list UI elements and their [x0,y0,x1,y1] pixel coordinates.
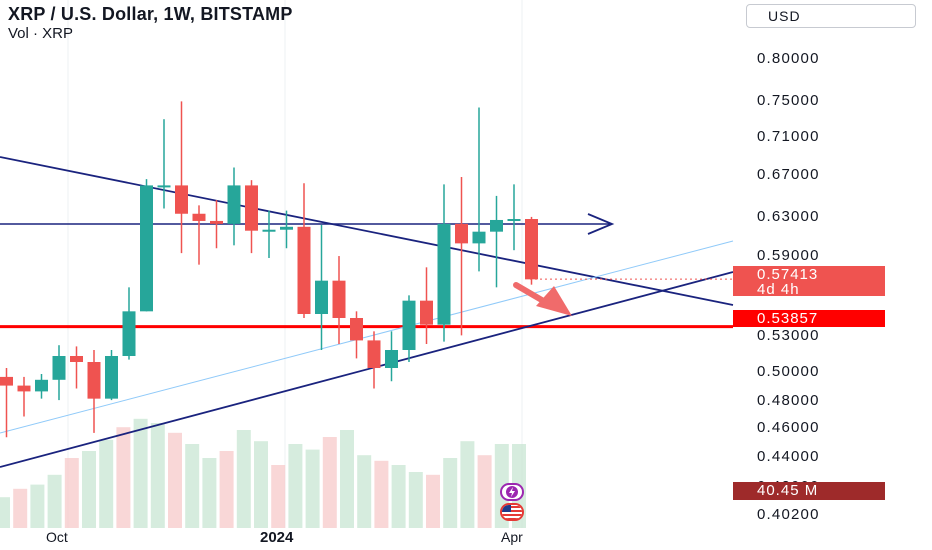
candle-body [17,385,31,392]
volume-bar [271,465,286,528]
volume-tag: 40.45 M [733,482,885,500]
volume-bar [322,437,337,528]
price-axis-label: 0.67000 [757,166,820,183]
time-label-2024: 2024 [260,529,294,546]
volume-bar [116,427,131,528]
candle-body [490,219,503,232]
volume-bar [82,451,96,528]
price-axis-label: 0.48000 [757,392,820,409]
candle-body [332,280,346,318]
candle-body [192,213,206,221]
volume-bar [374,460,389,528]
candle-body [280,226,293,230]
price-axis-label: 0.71000 [757,128,820,145]
price-axis-label: 0.80000 [757,50,820,67]
arrow-right-icon [587,213,615,235]
candle-body [140,185,153,312]
volume-bar [254,441,268,528]
candle-body [350,318,363,341]
candle-body [402,300,416,350]
candle-body [70,356,83,362]
candlestick-series [0,101,538,438]
volume-bar [408,472,423,528]
thin-trendline [0,240,734,434]
volume-bar [305,449,320,528]
price-axis-label: 0.46000 [757,419,820,436]
volume-bar [168,432,182,528]
volume-bar [426,474,440,528]
price-axis-label: 0.59000 [757,247,820,264]
volume-bar [288,444,303,528]
volume-bar [357,455,372,528]
candle-body [227,185,241,224]
volume-indicator-label[interactable]: Vol · XRP [8,25,74,42]
volume-bars [0,418,526,528]
bar-countdown: 4d 4h [757,281,800,298]
candle-body [105,356,118,399]
last-price-tag: 0.57413 4d 4h [733,266,885,298]
price-axis-label: 0.63000 [757,208,820,225]
candle-body [315,280,328,314]
descending-trendline [0,156,734,306]
candle-body [245,185,258,231]
lightning-icon[interactable] [500,483,524,501]
volume-bar [340,430,354,528]
price-axis-label: 0.50000 [757,363,820,380]
candle-body [0,376,13,386]
candle-body [367,340,381,368]
volume-bar [477,455,492,528]
chart-title: XRP / U.S. Dollar, 1W, BITSTAMP [8,4,293,24]
volume-bar [47,474,62,528]
arrowhead [536,286,572,316]
candle-body [122,311,136,356]
candle-body [157,185,171,188]
last-price-value: 0.57413 [757,266,819,283]
volume-bar [150,423,165,528]
candle-body [507,219,521,221]
currency-selector[interactable]: USD [746,4,916,28]
candle-body [52,356,66,380]
candle-body [455,223,468,244]
candle-body [472,231,486,244]
time-label-apr: Apr [501,529,523,545]
candle-body [525,219,538,280]
time-label-oct: Oct [46,529,68,545]
volume-bar [99,439,114,528]
volume-bar [460,441,475,528]
volume-bar [0,497,10,528]
us-flag-icon[interactable] [500,503,524,521]
volume-bar [133,418,148,528]
candle-body [87,362,101,399]
candle-body [437,223,451,325]
price-axis-label: 0.53000 [757,327,820,344]
volume-bar [64,458,79,528]
volume-bar [13,488,28,528]
price-axis-label: 0.75000 [757,92,820,109]
candle-body [262,229,276,232]
volume-bar [391,465,406,528]
ascending-trendline [0,271,734,468]
volume-bar [443,458,458,528]
candle-body [210,220,223,224]
candle-body [175,185,188,214]
drawing-layer [0,156,734,468]
candle-body [420,300,433,325]
candle-body [35,379,48,392]
price-axis-label: 0.40200 [757,506,820,523]
volume-bar [202,458,217,528]
candle-body [385,350,398,368]
level-price-tag: 0.53857 [733,310,885,327]
volume-bar [236,430,251,528]
chart-grid [67,0,523,528]
price-axis-label: 0.44000 [757,448,820,465]
volume-bar [185,444,200,528]
volume-bar [30,484,45,528]
candle-body [297,226,311,314]
volume-bar [219,451,234,528]
